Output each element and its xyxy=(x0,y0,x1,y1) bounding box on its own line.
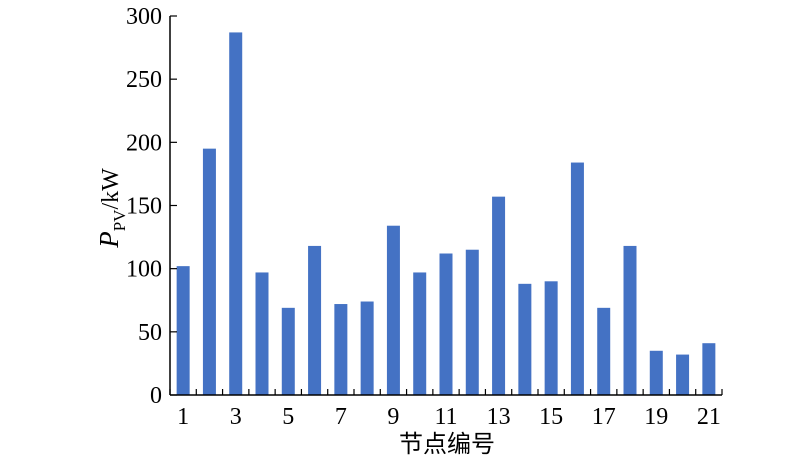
bar-node-16 xyxy=(570,162,584,395)
y-axis-title-sub: PV xyxy=(110,209,129,231)
bar-node-9 xyxy=(386,225,400,395)
bar-node-13 xyxy=(492,196,506,395)
x-tick-label: 21 xyxy=(697,404,721,430)
bar-node-20 xyxy=(676,354,690,395)
x-tick-label: 3 xyxy=(230,404,242,430)
y-tick-label: 200 xyxy=(126,130,162,156)
bar-node-4 xyxy=(255,272,269,395)
x-tick-label: 17 xyxy=(592,404,616,430)
y-ticks-group: 0 50 100 150 200 250 300 xyxy=(126,4,177,409)
bar-node-14 xyxy=(518,283,532,395)
bar-node-6 xyxy=(308,245,322,395)
y-axis-title: PPV/kW xyxy=(94,168,129,249)
x-tick-label: 13 xyxy=(487,404,511,430)
bar-node-5 xyxy=(281,307,295,395)
x-tick-label: 5 xyxy=(282,404,294,430)
bar-node-11 xyxy=(439,253,453,395)
bar-node-8 xyxy=(360,301,374,395)
x-ticks-group: 1 3 5 7 9 11 13 15 17 19 21 xyxy=(169,389,723,430)
y-axis-title-main: P xyxy=(94,231,124,249)
bar-node-17 xyxy=(597,307,611,395)
y-tick-label: 150 xyxy=(126,194,162,220)
y-tick-label: 300 xyxy=(126,4,162,30)
x-tick-label: 7 xyxy=(335,404,347,430)
bar-node-18 xyxy=(623,245,637,395)
x-axis-title: 节点编号 xyxy=(399,431,495,458)
bar-node-21 xyxy=(702,343,716,395)
bar-node-12 xyxy=(465,249,479,395)
bar-node-19 xyxy=(649,350,663,395)
bar-node-1 xyxy=(176,266,190,395)
bar-node-10 xyxy=(413,272,427,395)
bar-node-15 xyxy=(544,281,558,395)
y-tick-label: 250 xyxy=(126,67,162,93)
x-tick-label: 19 xyxy=(644,404,668,430)
bar-node-2 xyxy=(202,148,216,395)
y-tick-label: 50 xyxy=(138,320,162,346)
bars-group xyxy=(176,32,716,395)
y-axis-title-unit: /kW xyxy=(98,168,124,210)
bar-node-7 xyxy=(334,304,348,395)
y-tick-label: 0 xyxy=(150,383,162,409)
y-tick-label: 100 xyxy=(126,257,162,283)
x-tick-label: 9 xyxy=(387,404,399,430)
x-tick-label: 15 xyxy=(539,404,563,430)
x-tick-label: 11 xyxy=(434,404,457,430)
bar-node-3 xyxy=(229,32,243,395)
x-tick-label: 1 xyxy=(177,404,189,430)
